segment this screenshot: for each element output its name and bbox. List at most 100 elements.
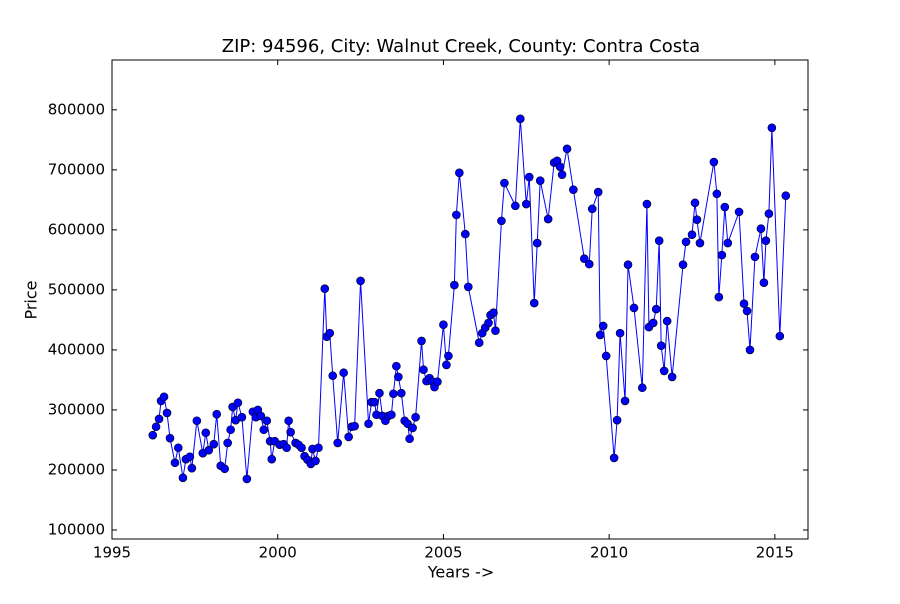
price-marker bbox=[370, 397, 379, 407]
price-marker bbox=[516, 114, 525, 124]
price-marker bbox=[615, 328, 625, 338]
price-marker bbox=[781, 191, 791, 200]
price-marker bbox=[739, 299, 749, 309]
price-marker bbox=[226, 425, 235, 435]
price-marker bbox=[392, 361, 401, 371]
y-tick-label: 300000 bbox=[48, 400, 105, 418]
y-tick-label: 200000 bbox=[48, 460, 105, 478]
plot-frame bbox=[111, 59, 809, 540]
price-marker bbox=[311, 456, 320, 466]
price-marker bbox=[419, 365, 428, 375]
price-marker bbox=[609, 453, 619, 463]
price-marker bbox=[387, 410, 396, 420]
price-marker bbox=[557, 170, 567, 179]
price-marker bbox=[601, 351, 611, 361]
y-tick-label: 700000 bbox=[48, 160, 105, 178]
price-marker bbox=[170, 458, 180, 468]
price-marker bbox=[642, 199, 652, 209]
price-marker bbox=[742, 306, 752, 316]
price-marker bbox=[233, 398, 243, 408]
price-marker bbox=[637, 383, 647, 393]
price-marker bbox=[408, 423, 417, 433]
price-marker bbox=[433, 377, 442, 387]
price-marker bbox=[759, 278, 769, 287]
price-marker bbox=[463, 282, 473, 292]
price-marker bbox=[159, 392, 169, 402]
y-tick-label: 800000 bbox=[48, 100, 105, 118]
price-marker bbox=[667, 372, 677, 382]
price-marker bbox=[648, 318, 658, 328]
price-marker bbox=[587, 204, 597, 214]
price-marker bbox=[692, 215, 702, 224]
chart-title: ZIP: 94596, City: Walnut Creek, County: … bbox=[222, 36, 700, 57]
price-marker bbox=[709, 157, 719, 167]
price-marker bbox=[356, 276, 365, 286]
price-marker bbox=[500, 178, 509, 188]
price-marker bbox=[623, 260, 633, 269]
price-marker bbox=[593, 187, 603, 197]
price-marker bbox=[712, 189, 722, 199]
price-marker bbox=[767, 123, 777, 133]
price-marker bbox=[242, 474, 252, 484]
price-marker bbox=[598, 321, 608, 331]
price-marker bbox=[328, 371, 338, 381]
price-marker bbox=[405, 434, 414, 444]
price-marker bbox=[397, 388, 406, 398]
price-marker bbox=[687, 230, 697, 239]
price-marker bbox=[662, 316, 672, 326]
price-marker bbox=[651, 304, 661, 314]
x-axis-label: Years -> bbox=[427, 563, 494, 582]
price-marker bbox=[678, 260, 688, 269]
price-marker bbox=[178, 473, 188, 483]
price-marker bbox=[364, 419, 373, 429]
price-marker bbox=[555, 162, 565, 172]
y-tick-label: 600000 bbox=[48, 220, 105, 238]
price-marker bbox=[297, 443, 306, 453]
price-marker bbox=[148, 430, 158, 440]
x-tick-label: 1995 bbox=[93, 544, 131, 562]
price-marker bbox=[543, 214, 553, 224]
price-marker bbox=[325, 328, 335, 338]
price-marker bbox=[497, 216, 506, 226]
price-marker bbox=[375, 388, 384, 398]
price-marker bbox=[151, 422, 161, 432]
price-marker bbox=[562, 144, 572, 154]
price-marker bbox=[717, 250, 727, 260]
price-marker bbox=[629, 303, 639, 313]
price-marker bbox=[474, 338, 484, 348]
price-marker bbox=[237, 412, 247, 422]
y-tick-label: 100000 bbox=[48, 520, 105, 538]
price-marker bbox=[620, 396, 630, 406]
price-marker bbox=[745, 345, 755, 355]
price-marker bbox=[723, 238, 733, 248]
price-marker bbox=[654, 236, 664, 245]
price-marker bbox=[656, 341, 666, 351]
y-tick-label: 400000 bbox=[48, 340, 105, 358]
price-marker bbox=[282, 443, 291, 453]
x-tick-label: 2015 bbox=[756, 544, 794, 562]
price-marker bbox=[455, 168, 464, 178]
price-marker bbox=[444, 351, 453, 361]
price-marker bbox=[720, 202, 730, 212]
price-marker bbox=[489, 308, 498, 318]
price-marker bbox=[535, 176, 545, 185]
price-marker bbox=[256, 411, 266, 421]
price-marker bbox=[532, 238, 542, 248]
price-line bbox=[152, 118, 787, 480]
price-marker bbox=[267, 454, 277, 464]
price-marker bbox=[212, 409, 222, 419]
price-marker bbox=[259, 425, 269, 435]
price-marker bbox=[220, 464, 229, 474]
price-marker bbox=[690, 198, 700, 208]
price-marker bbox=[204, 445, 214, 455]
price-marker bbox=[286, 427, 295, 437]
price-marker bbox=[201, 428, 211, 438]
price-marker bbox=[333, 438, 343, 448]
price-marker bbox=[612, 415, 622, 425]
price-marker bbox=[681, 237, 691, 247]
price-marker bbox=[154, 414, 164, 424]
price-marker bbox=[714, 292, 724, 302]
price-marker bbox=[284, 416, 293, 426]
price-marker bbox=[411, 412, 420, 422]
